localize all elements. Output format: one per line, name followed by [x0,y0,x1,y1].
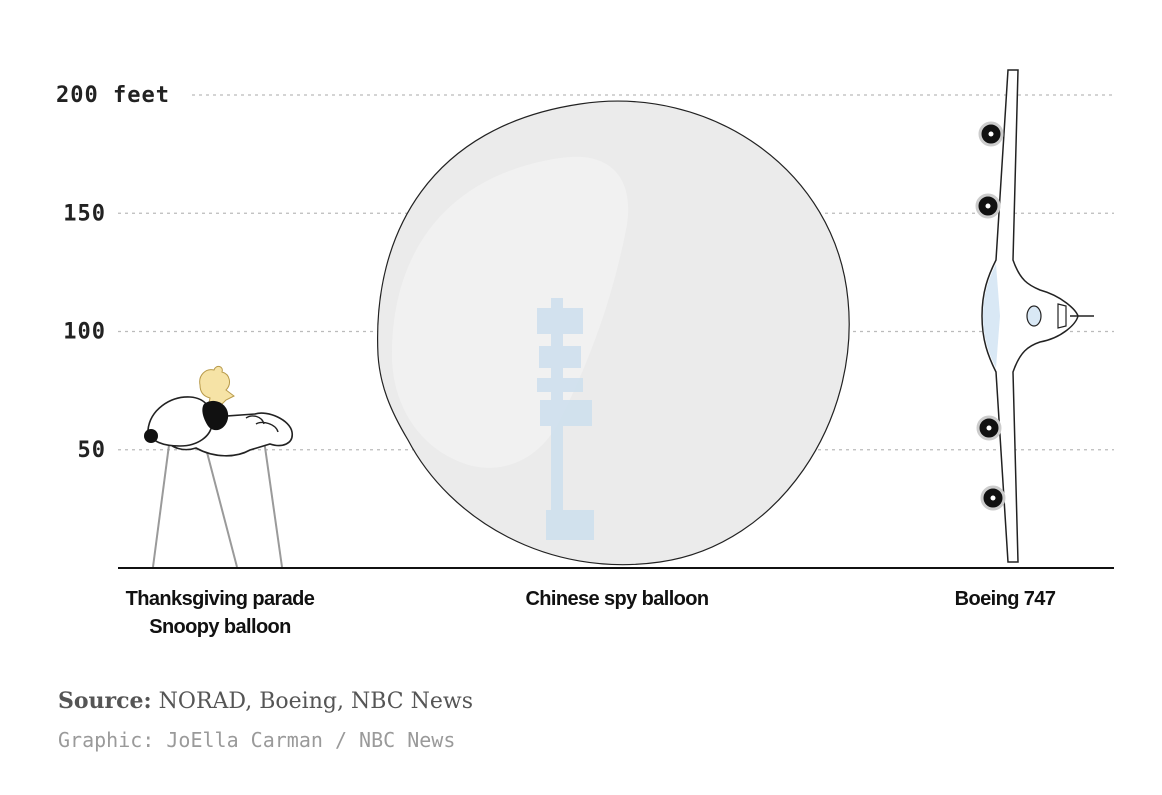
plane-engines [975,121,1006,511]
category-labels: Thanksgiving parade Snoopy balloon Chinese… [126,588,1057,638]
chart: 50 100 150 200 feet [56,69,1114,638]
source-label: Source: [58,688,152,714]
snoopy-balloon-illustration [144,365,293,568]
boeing-747-illustration [975,69,1094,563]
category-label-1: Thanksgiving parade Snoopy balloon [126,588,315,638]
y-tick-labels: 50 100 150 200 feet [56,83,170,463]
graphic-credit: Graphic: JoElla Carman / NBC News [58,728,456,752]
y-tick-label-200: 200 feet [56,83,170,108]
category-label-line: Thanksgiving parade [126,588,315,610]
y-tick-label-100: 100 [63,320,106,345]
category-label-2: Chinese spy balloon [525,588,708,610]
category-label-3: Boeing 747 [955,588,1056,610]
spy-balloon-illustration [376,100,850,566]
category-label-line: Boeing 747 [955,588,1056,610]
category-label-line: Chinese spy balloon [525,588,708,610]
y-tick-label-50: 50 [78,438,107,463]
payload-shape [537,298,594,540]
y-tick-label-150: 150 [63,201,106,226]
source-note: Source: NORAD, Boeing, NBC News [58,688,473,714]
source-text: NORAD, Boeing, NBC News [158,689,473,714]
woodstock-figure [199,365,235,411]
category-label-line: Snoopy balloon [149,616,291,638]
